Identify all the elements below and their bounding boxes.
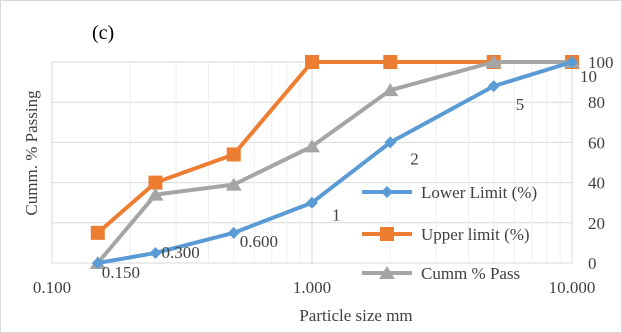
data-point bbox=[487, 80, 500, 93]
data-point bbox=[485, 55, 502, 68]
x-tick-label: 0.100 bbox=[33, 278, 71, 297]
annotation-label: 5 bbox=[516, 95, 525, 114]
legend-entry: Upper limit (%) bbox=[362, 225, 530, 244]
y-tick-label: 60 bbox=[588, 133, 605, 152]
legend-entry: Lower Limit (%) bbox=[362, 183, 537, 202]
legend-marker bbox=[379, 266, 395, 279]
data-point bbox=[90, 225, 105, 240]
y-tick-label: 100 bbox=[588, 53, 614, 72]
x-axis-title: Particle size mm bbox=[299, 306, 412, 325]
x-tick-label: 1.000 bbox=[293, 278, 331, 297]
data-point bbox=[304, 139, 320, 153]
data-point bbox=[225, 177, 242, 191]
series-diamond bbox=[91, 56, 578, 269]
x-tick-label: 10.000 bbox=[549, 278, 596, 297]
annotation-label: 0.600 bbox=[240, 232, 278, 251]
data-point bbox=[305, 55, 319, 69]
legend-label: Cumm % Pass bbox=[421, 264, 520, 283]
tick-layer: 0 20 40 60 80 100 0.100 1.000 10.000 bbox=[33, 53, 614, 297]
y-tick-label: 0 bbox=[588, 254, 597, 273]
data-point bbox=[149, 246, 162, 259]
data-point bbox=[148, 175, 163, 190]
legend-marker bbox=[380, 227, 394, 241]
annotation-label: 10 bbox=[580, 67, 597, 86]
annotation-label: 0.150 bbox=[102, 263, 140, 282]
annotation-label: 0.300 bbox=[161, 243, 199, 262]
legend: Lower Limit (%) Upper limit (%) Cumm % Pas… bbox=[362, 183, 537, 283]
legend-label: Lower Limit (%) bbox=[421, 183, 537, 202]
y-axis-title: Cumm. % Passing bbox=[22, 90, 41, 216]
data-point bbox=[383, 55, 398, 69]
legend-label: Upper limit (%) bbox=[421, 225, 530, 244]
data-point bbox=[382, 83, 399, 97]
data-point bbox=[147, 187, 164, 201]
panel-label: (c) bbox=[92, 22, 114, 44]
y-tick-label: 80 bbox=[588, 93, 605, 112]
annotation-label: 2 bbox=[410, 149, 419, 168]
data-point bbox=[227, 226, 240, 239]
data-point bbox=[91, 257, 104, 269]
y-tick-label: 40 bbox=[588, 174, 605, 193]
y-tick-label: 20 bbox=[588, 214, 605, 233]
data-point bbox=[566, 56, 578, 68]
data-point bbox=[306, 196, 318, 209]
annotation-layer: 0.150 0.300 0.600 1 2 5 10 bbox=[102, 67, 597, 282]
legend-entry: Cumm % Pass bbox=[362, 264, 520, 283]
annotation-label: 1 bbox=[332, 206, 341, 225]
legend-marker bbox=[381, 186, 393, 198]
data-point bbox=[226, 147, 241, 162]
series-layer bbox=[89, 55, 580, 269]
data-point bbox=[384, 136, 397, 149]
